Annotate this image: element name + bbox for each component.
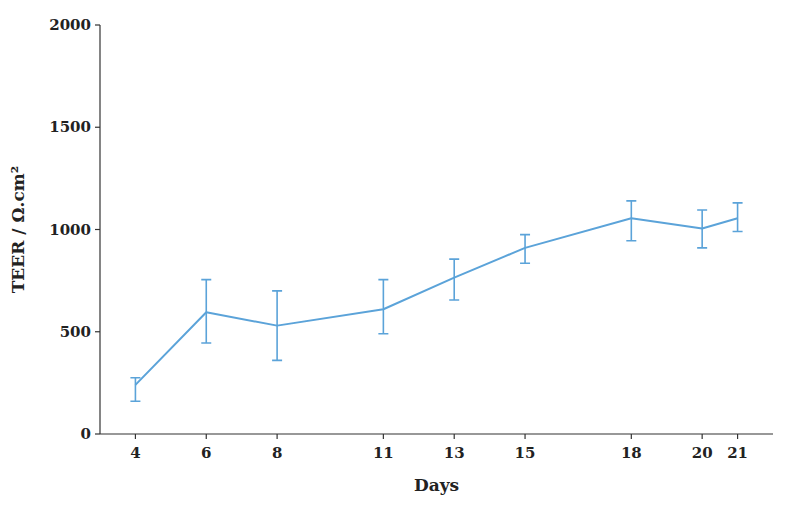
x-tick-label: 11 [373, 444, 394, 462]
x-tick [524, 434, 525, 439]
y-tick [95, 229, 100, 230]
y-tick-label: 1500 [49, 118, 91, 136]
chart-container: 4 6 8 11 13 15 18 20 21 0 500 1000 1500 2000 Days TEER … [0, 0, 798, 509]
x-tick [277, 434, 278, 439]
x-tick [135, 434, 136, 439]
y-tick [95, 127, 100, 128]
y-tick [95, 331, 100, 332]
y-tick-label: 2000 [49, 16, 91, 34]
y-axis-label: TEER / Ω.cm² [8, 166, 28, 294]
x-tick-label: 6 [201, 444, 211, 462]
plot-data [130, 201, 742, 401]
error-bar [733, 203, 743, 232]
x-axis-line [100, 433, 773, 434]
y-tick-label: 1000 [49, 221, 91, 239]
x-tick [206, 434, 207, 439]
axes: 4 6 8 11 13 15 18 20 21 0 500 1000 1500 2000 [49, 16, 773, 462]
x-tick-label: 8 [272, 444, 282, 462]
x-tick-label: 4 [130, 444, 140, 462]
x-tick [631, 434, 632, 439]
error-bar [626, 201, 636, 241]
error-bar [201, 280, 211, 343]
y-tick-label: 0 [81, 425, 91, 443]
y-tick [95, 433, 100, 434]
x-tick [702, 434, 703, 439]
chart-svg: 4 6 8 11 13 15 18 20 21 0 500 1000 1500 2000 Days TEER … [0, 0, 798, 509]
x-tick [383, 434, 384, 439]
series-line [135, 218, 737, 385]
x-tick-label: 15 [515, 444, 536, 462]
y-tick-label: 500 [60, 323, 91, 341]
x-axis-label: Days [414, 475, 459, 495]
y-tick [95, 24, 100, 25]
x-tick [454, 434, 455, 439]
x-tick-label: 20 [692, 444, 713, 462]
x-tick [737, 434, 738, 439]
x-tick-label: 13 [444, 444, 465, 462]
background [0, 0, 798, 509]
x-tick-label: 21 [727, 444, 748, 462]
x-tick-label: 18 [621, 444, 642, 462]
